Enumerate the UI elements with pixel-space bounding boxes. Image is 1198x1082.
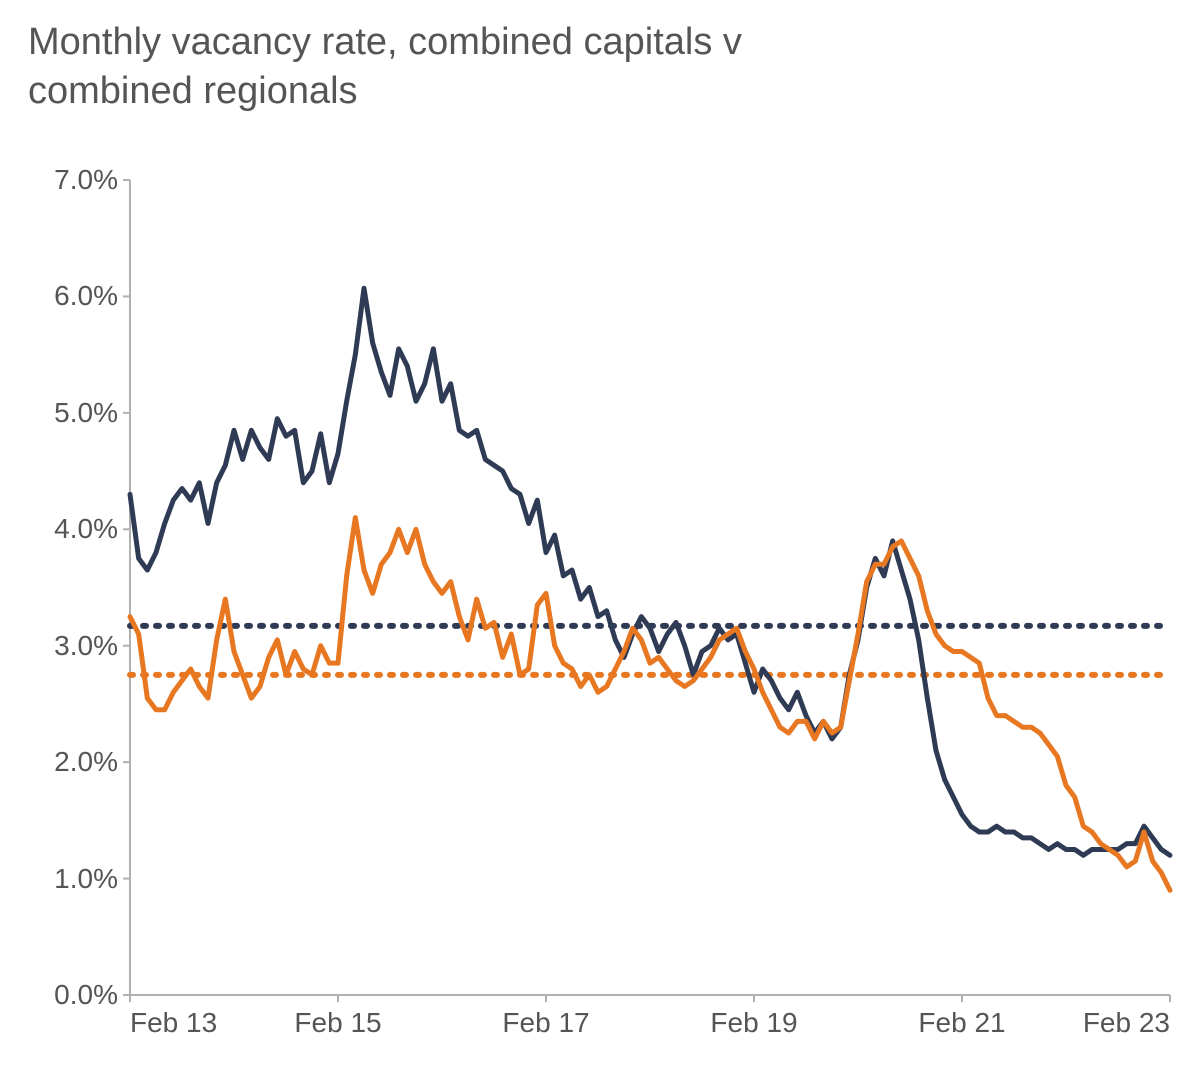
y-tick-label: 2.0%	[28, 746, 118, 778]
x-tick-label: Feb 15	[294, 1007, 381, 1039]
y-tick-label: 6.0%	[28, 280, 118, 312]
y-tick-label: 1.0%	[28, 863, 118, 895]
y-tick-label: 0.0%	[28, 979, 118, 1011]
x-tick-label: Feb 19	[710, 1007, 797, 1039]
series-line	[130, 288, 1170, 855]
y-tick-label: 3.0%	[28, 630, 118, 662]
x-tick-label: Feb 21	[918, 1007, 1005, 1039]
chart-svg	[30, 170, 1180, 1040]
axis	[130, 180, 1170, 995]
chart-title: Monthly vacancy rate, combined capitals …	[28, 18, 828, 115]
x-tick-label: Feb 23	[1083, 1007, 1170, 1039]
chart-plot: 0.0%1.0%2.0%3.0%4.0%5.0%6.0%7.0%Feb 13Fe…	[30, 170, 1180, 1040]
y-tick-label: 5.0%	[28, 397, 118, 429]
x-tick-label: Feb 17	[502, 1007, 589, 1039]
x-tick-label: Feb 13	[130, 1007, 217, 1039]
y-tick-label: 4.0%	[28, 513, 118, 545]
chart-container: Monthly vacancy rate, combined capitals …	[0, 0, 1198, 1082]
y-tick-label: 7.0%	[28, 164, 118, 196]
